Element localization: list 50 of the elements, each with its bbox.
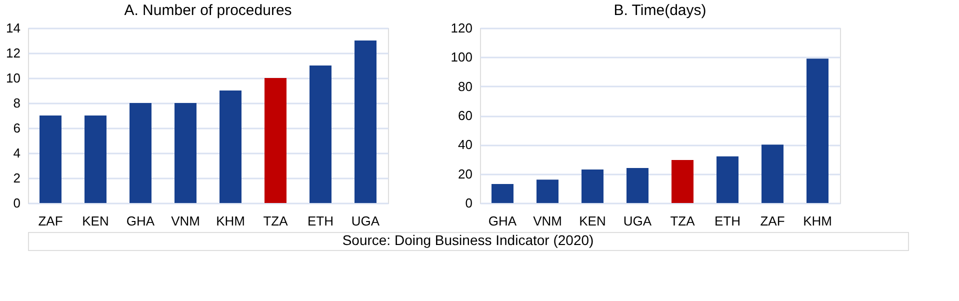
x-tick-label: GHA (126, 214, 155, 228)
bar (84, 116, 106, 203)
y-tick-label: 0 (13, 196, 20, 210)
x-tick-label: ETH (714, 214, 740, 228)
x-tick-label: KHM (216, 214, 245, 228)
bar (626, 168, 648, 203)
chart-title: A. Number of procedures (124, 2, 292, 19)
bar (672, 160, 694, 203)
y-tick-label: 100 (450, 50, 472, 65)
y-tick-label: 12 (6, 46, 20, 60)
bar (174, 103, 196, 203)
bar (220, 90, 242, 203)
x-tick-label: TZA (263, 214, 288, 228)
bar (806, 58, 828, 203)
x-tick-label: VNM (533, 214, 562, 228)
y-tick-label: 60 (458, 108, 472, 123)
y-tick-label: 80 (458, 78, 472, 94)
chart-title: B. Time(days) (614, 2, 706, 19)
y-tick-label: 20 (458, 166, 472, 182)
bar (354, 40, 376, 203)
bar (492, 184, 514, 203)
x-tick-label: KEN (579, 214, 606, 228)
x-tick-label: UGA (351, 214, 380, 228)
y-tick-label: 40 (458, 137, 472, 152)
y-tick-label: 10 (6, 70, 20, 86)
x-tick-label: ETH (308, 214, 334, 228)
bar (536, 180, 558, 203)
y-tick-label: 14 (6, 20, 20, 36)
bar (762, 144, 784, 203)
bar (40, 116, 62, 203)
x-tick-label: ZAF (38, 214, 63, 228)
y-tick-label: 2 (13, 170, 20, 186)
source-note: Source: Doing Business Indicator (2020) (342, 232, 594, 248)
x-tick-label: KEN (82, 214, 109, 228)
x-tick-label: GHA (488, 214, 517, 228)
x-tick-label: UGA (623, 214, 652, 228)
x-tick-label: VNM (171, 214, 200, 228)
x-tick-label: KHM (803, 214, 832, 228)
bar (716, 156, 738, 203)
bar (130, 103, 152, 203)
y-tick-label: 6 (13, 120, 20, 136)
x-tick-label: TZA (670, 214, 696, 228)
y-tick-label: 8 (13, 96, 20, 110)
bar (582, 169, 604, 203)
y-tick-label: 4 (13, 146, 20, 160)
bar (264, 78, 286, 203)
y-tick-label: 0 (465, 196, 472, 210)
y-tick-label: 120 (450, 20, 472, 36)
bar (310, 66, 332, 203)
x-tick-label: ZAF (760, 214, 785, 228)
